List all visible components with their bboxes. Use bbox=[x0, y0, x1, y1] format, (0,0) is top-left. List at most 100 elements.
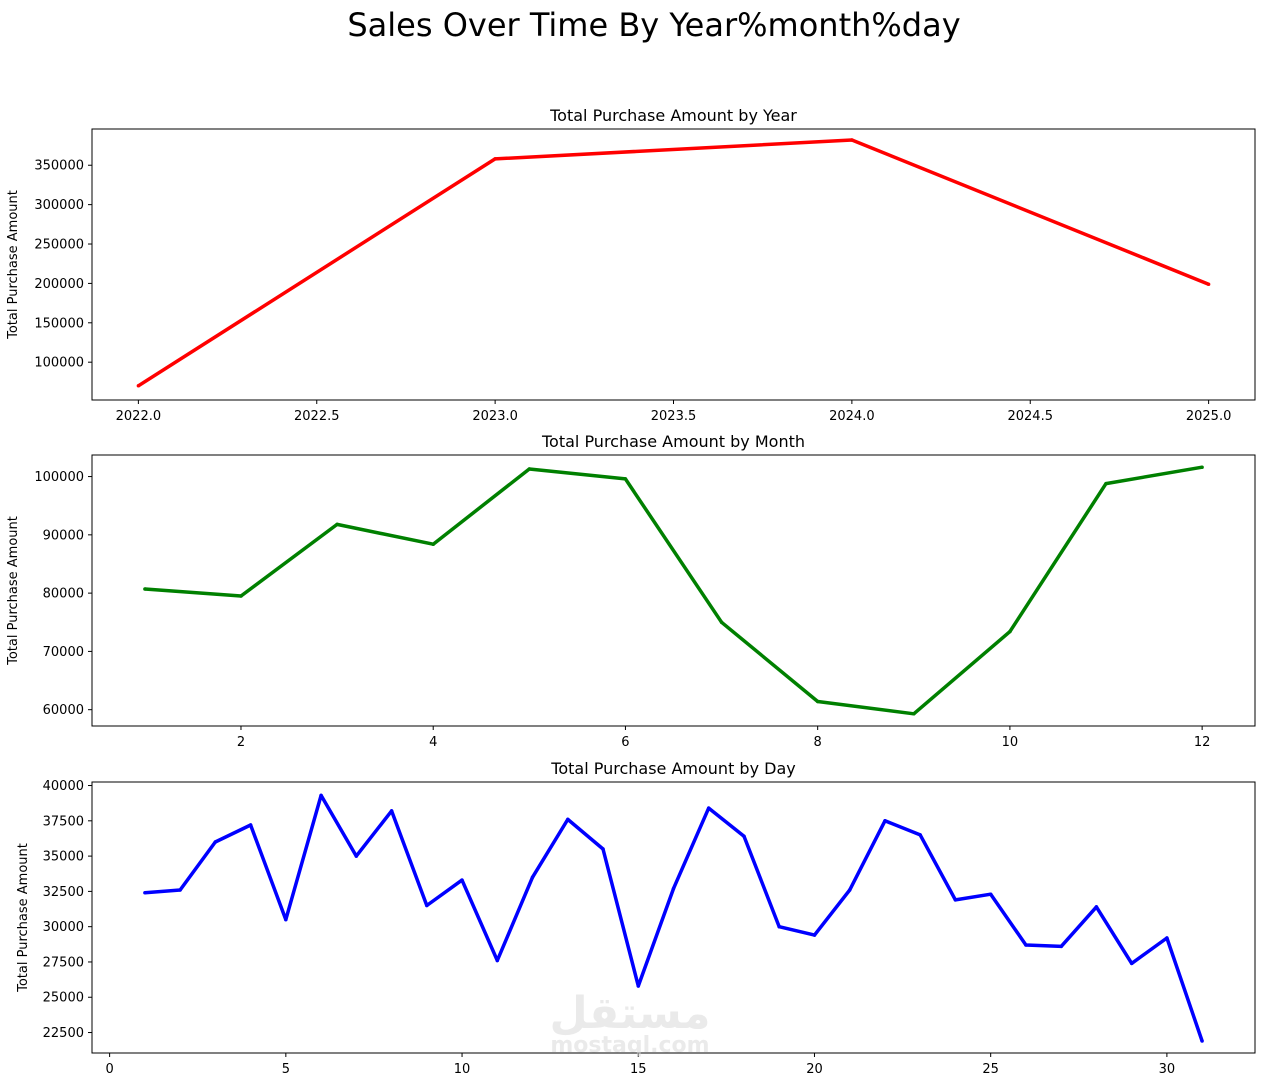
data-point bbox=[213, 840, 218, 844]
data-point bbox=[530, 875, 535, 880]
x-tick-label: 2024.5 bbox=[1007, 409, 1053, 424]
data-point bbox=[389, 809, 394, 813]
data-point bbox=[1024, 943, 1028, 947]
x-tick-label: 25 bbox=[982, 1062, 999, 1077]
data-point bbox=[495, 958, 500, 963]
y-tick-label: 300000 bbox=[34, 198, 84, 213]
data-point bbox=[493, 157, 497, 161]
data-point bbox=[850, 138, 854, 142]
data-point bbox=[178, 888, 182, 892]
x-tick-label: 12 bbox=[1194, 735, 1211, 750]
data-point bbox=[988, 892, 993, 896]
data-point bbox=[239, 594, 243, 598]
watermark-arabic: مستقل bbox=[549, 988, 711, 1039]
data-point bbox=[1200, 465, 1204, 469]
x-tick-label: 2022.5 bbox=[294, 409, 340, 424]
data-point bbox=[431, 542, 435, 546]
data-point bbox=[143, 891, 147, 895]
y-tick-label: 250000 bbox=[34, 238, 84, 253]
plot-area-frame bbox=[91, 454, 1256, 727]
data-point bbox=[566, 817, 570, 822]
data-point bbox=[812, 933, 817, 937]
data-point bbox=[883, 819, 887, 823]
data-point bbox=[912, 712, 916, 716]
x-tick-label: 2022.0 bbox=[116, 409, 162, 424]
data-point bbox=[719, 620, 724, 625]
data-point bbox=[1008, 629, 1012, 634]
y-tick-label: 150000 bbox=[34, 316, 84, 331]
y-tick-label: 25000 bbox=[43, 991, 84, 1006]
y-tick-label: 32500 bbox=[43, 885, 84, 900]
watermark: مستقل mostaql.com bbox=[540, 990, 720, 1060]
x-tick-label: 4 bbox=[429, 735, 437, 750]
x-tick-label: 2023.5 bbox=[651, 409, 697, 424]
data-point bbox=[136, 384, 141, 388]
data-point bbox=[1206, 282, 1211, 286]
y-tick-label: 100000 bbox=[34, 356, 84, 371]
x-tick-label: 2024.0 bbox=[829, 409, 875, 424]
data-point bbox=[527, 467, 532, 471]
data-point bbox=[953, 898, 958, 902]
subplot-title: Total Purchase Amount by Day bbox=[550, 759, 795, 778]
x-tick-label: 2023.0 bbox=[472, 409, 518, 424]
data-point bbox=[671, 886, 676, 891]
data-point bbox=[1200, 1039, 1204, 1043]
data-point bbox=[1059, 944, 1063, 949]
data-point bbox=[1104, 481, 1108, 486]
series-line bbox=[144, 465, 1203, 716]
data-point bbox=[918, 833, 922, 837]
data-point bbox=[335, 522, 339, 527]
y-tick-label: 22500 bbox=[43, 1026, 84, 1041]
y-tick-label: 27500 bbox=[43, 955, 84, 970]
data-point bbox=[1165, 936, 1169, 940]
data-point bbox=[847, 888, 852, 892]
y-tick-label: 90000 bbox=[43, 528, 84, 543]
y-tick-label: 100000 bbox=[34, 470, 84, 485]
x-tick-label: 2025.0 bbox=[1186, 409, 1232, 424]
x-tick-label: 20 bbox=[806, 1062, 823, 1077]
data-point bbox=[143, 587, 147, 591]
figure-title: Sales Over Time By Year%month%day bbox=[347, 6, 960, 44]
x-tick-label: 5 bbox=[282, 1062, 290, 1077]
y-tick-label: 40000 bbox=[43, 779, 84, 794]
y-tick-label: 80000 bbox=[43, 587, 84, 602]
data-point bbox=[1129, 961, 1134, 966]
y-tick-label: 70000 bbox=[43, 645, 84, 660]
y-tick-label: 30000 bbox=[43, 920, 84, 935]
y-axis-label: Total Purchase Amount bbox=[16, 843, 31, 993]
subplot-title: Total Purchase Amount by Year bbox=[549, 106, 797, 125]
data-point bbox=[815, 699, 820, 704]
data-point bbox=[623, 477, 628, 481]
y-tick-label: 350000 bbox=[34, 159, 84, 174]
data-point bbox=[319, 793, 323, 798]
y-tick-label: 35000 bbox=[43, 850, 84, 865]
y-axis-label: Total Purchase Amount bbox=[6, 516, 21, 666]
x-tick-label: 2 bbox=[237, 735, 245, 750]
plot-area-frame bbox=[91, 128, 1256, 401]
y-axis-label: Total Purchase Amount bbox=[6, 190, 21, 340]
data-point bbox=[284, 917, 288, 922]
subplot-title: Total Purchase Amount by Month bbox=[541, 432, 805, 451]
data-point bbox=[248, 823, 253, 827]
data-point bbox=[1094, 905, 1099, 909]
x-tick-label: 30 bbox=[1159, 1062, 1176, 1077]
data-point bbox=[706, 806, 711, 810]
plot-area-frame bbox=[91, 781, 1256, 1054]
data-point bbox=[425, 903, 429, 908]
x-tick-label: 10 bbox=[454, 1062, 471, 1077]
series-line bbox=[137, 138, 1210, 388]
x-tick-label: 0 bbox=[105, 1062, 113, 1077]
x-tick-label: 6 bbox=[621, 735, 629, 750]
x-tick-label: 10 bbox=[1002, 735, 1019, 750]
watermark-latin: mostaql.com bbox=[550, 1033, 710, 1058]
data-point bbox=[460, 878, 464, 882]
y-tick-label: 200000 bbox=[34, 277, 84, 292]
data-point bbox=[742, 834, 746, 839]
data-point bbox=[777, 924, 781, 929]
x-tick-label: 15 bbox=[630, 1062, 647, 1077]
data-point bbox=[354, 854, 359, 858]
data-point bbox=[636, 984, 641, 988]
x-tick-label: 8 bbox=[814, 735, 822, 750]
y-tick-label: 37500 bbox=[43, 814, 84, 829]
